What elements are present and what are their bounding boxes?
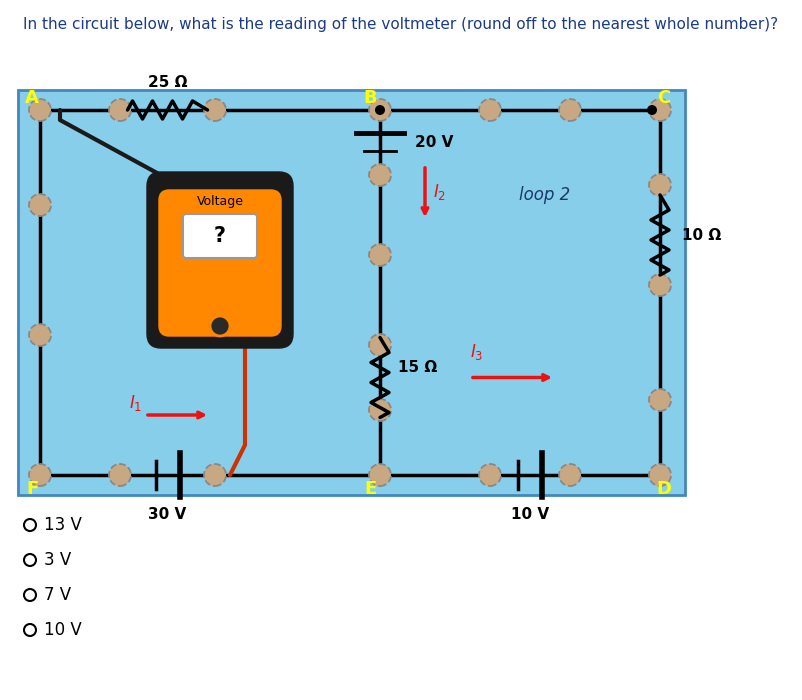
Circle shape xyxy=(369,399,391,421)
Circle shape xyxy=(210,316,230,336)
Text: E: E xyxy=(364,480,376,498)
Circle shape xyxy=(29,194,51,216)
Circle shape xyxy=(24,589,36,601)
Circle shape xyxy=(24,554,36,566)
Text: F: F xyxy=(26,480,38,498)
Circle shape xyxy=(369,334,391,356)
Text: Voltage: Voltage xyxy=(196,195,244,208)
Circle shape xyxy=(649,464,671,486)
Circle shape xyxy=(649,274,671,296)
Circle shape xyxy=(647,105,657,115)
Text: 10 Ω: 10 Ω xyxy=(682,228,721,242)
Text: B: B xyxy=(363,89,377,107)
Text: 10 V: 10 V xyxy=(44,621,82,639)
Text: loop 2: loop 2 xyxy=(520,186,571,204)
Circle shape xyxy=(29,99,51,121)
Text: 20 V: 20 V xyxy=(415,135,453,150)
FancyBboxPatch shape xyxy=(18,90,685,495)
Circle shape xyxy=(479,464,501,486)
Circle shape xyxy=(375,105,385,115)
FancyBboxPatch shape xyxy=(183,214,257,258)
Circle shape xyxy=(369,99,391,121)
Circle shape xyxy=(24,624,36,636)
Circle shape xyxy=(24,519,36,531)
Circle shape xyxy=(649,99,671,121)
Text: D: D xyxy=(657,480,671,498)
Text: 25 Ω: 25 Ω xyxy=(148,75,187,90)
Text: $I_1$: $I_1$ xyxy=(129,393,142,413)
Text: 3 V: 3 V xyxy=(44,551,71,569)
Circle shape xyxy=(369,164,391,186)
Text: 15 Ω: 15 Ω xyxy=(398,360,437,375)
Text: A: A xyxy=(25,89,39,107)
Circle shape xyxy=(109,464,131,486)
Text: 7 V: 7 V xyxy=(44,586,71,604)
Text: In the circuit below, what is the reading of the voltmeter (round off to the nea: In the circuit below, what is the readin… xyxy=(23,17,779,32)
Text: ?: ? xyxy=(214,226,226,246)
Text: 13 V: 13 V xyxy=(44,516,82,534)
Circle shape xyxy=(29,464,51,486)
Circle shape xyxy=(369,244,391,266)
Text: C: C xyxy=(658,89,670,107)
Circle shape xyxy=(479,99,501,121)
Text: $I_3$: $I_3$ xyxy=(470,342,484,363)
Circle shape xyxy=(649,389,671,411)
Circle shape xyxy=(559,99,581,121)
Text: 10 V: 10 V xyxy=(511,507,549,522)
Circle shape xyxy=(204,464,226,486)
Circle shape xyxy=(29,324,51,346)
FancyBboxPatch shape xyxy=(147,172,293,348)
FancyBboxPatch shape xyxy=(159,190,281,336)
Circle shape xyxy=(109,99,131,121)
Text: $I_2$: $I_2$ xyxy=(433,183,446,202)
Circle shape xyxy=(559,464,581,486)
Circle shape xyxy=(649,174,671,196)
Text: 30 V: 30 V xyxy=(148,507,187,522)
Circle shape xyxy=(204,99,226,121)
Circle shape xyxy=(369,464,391,486)
